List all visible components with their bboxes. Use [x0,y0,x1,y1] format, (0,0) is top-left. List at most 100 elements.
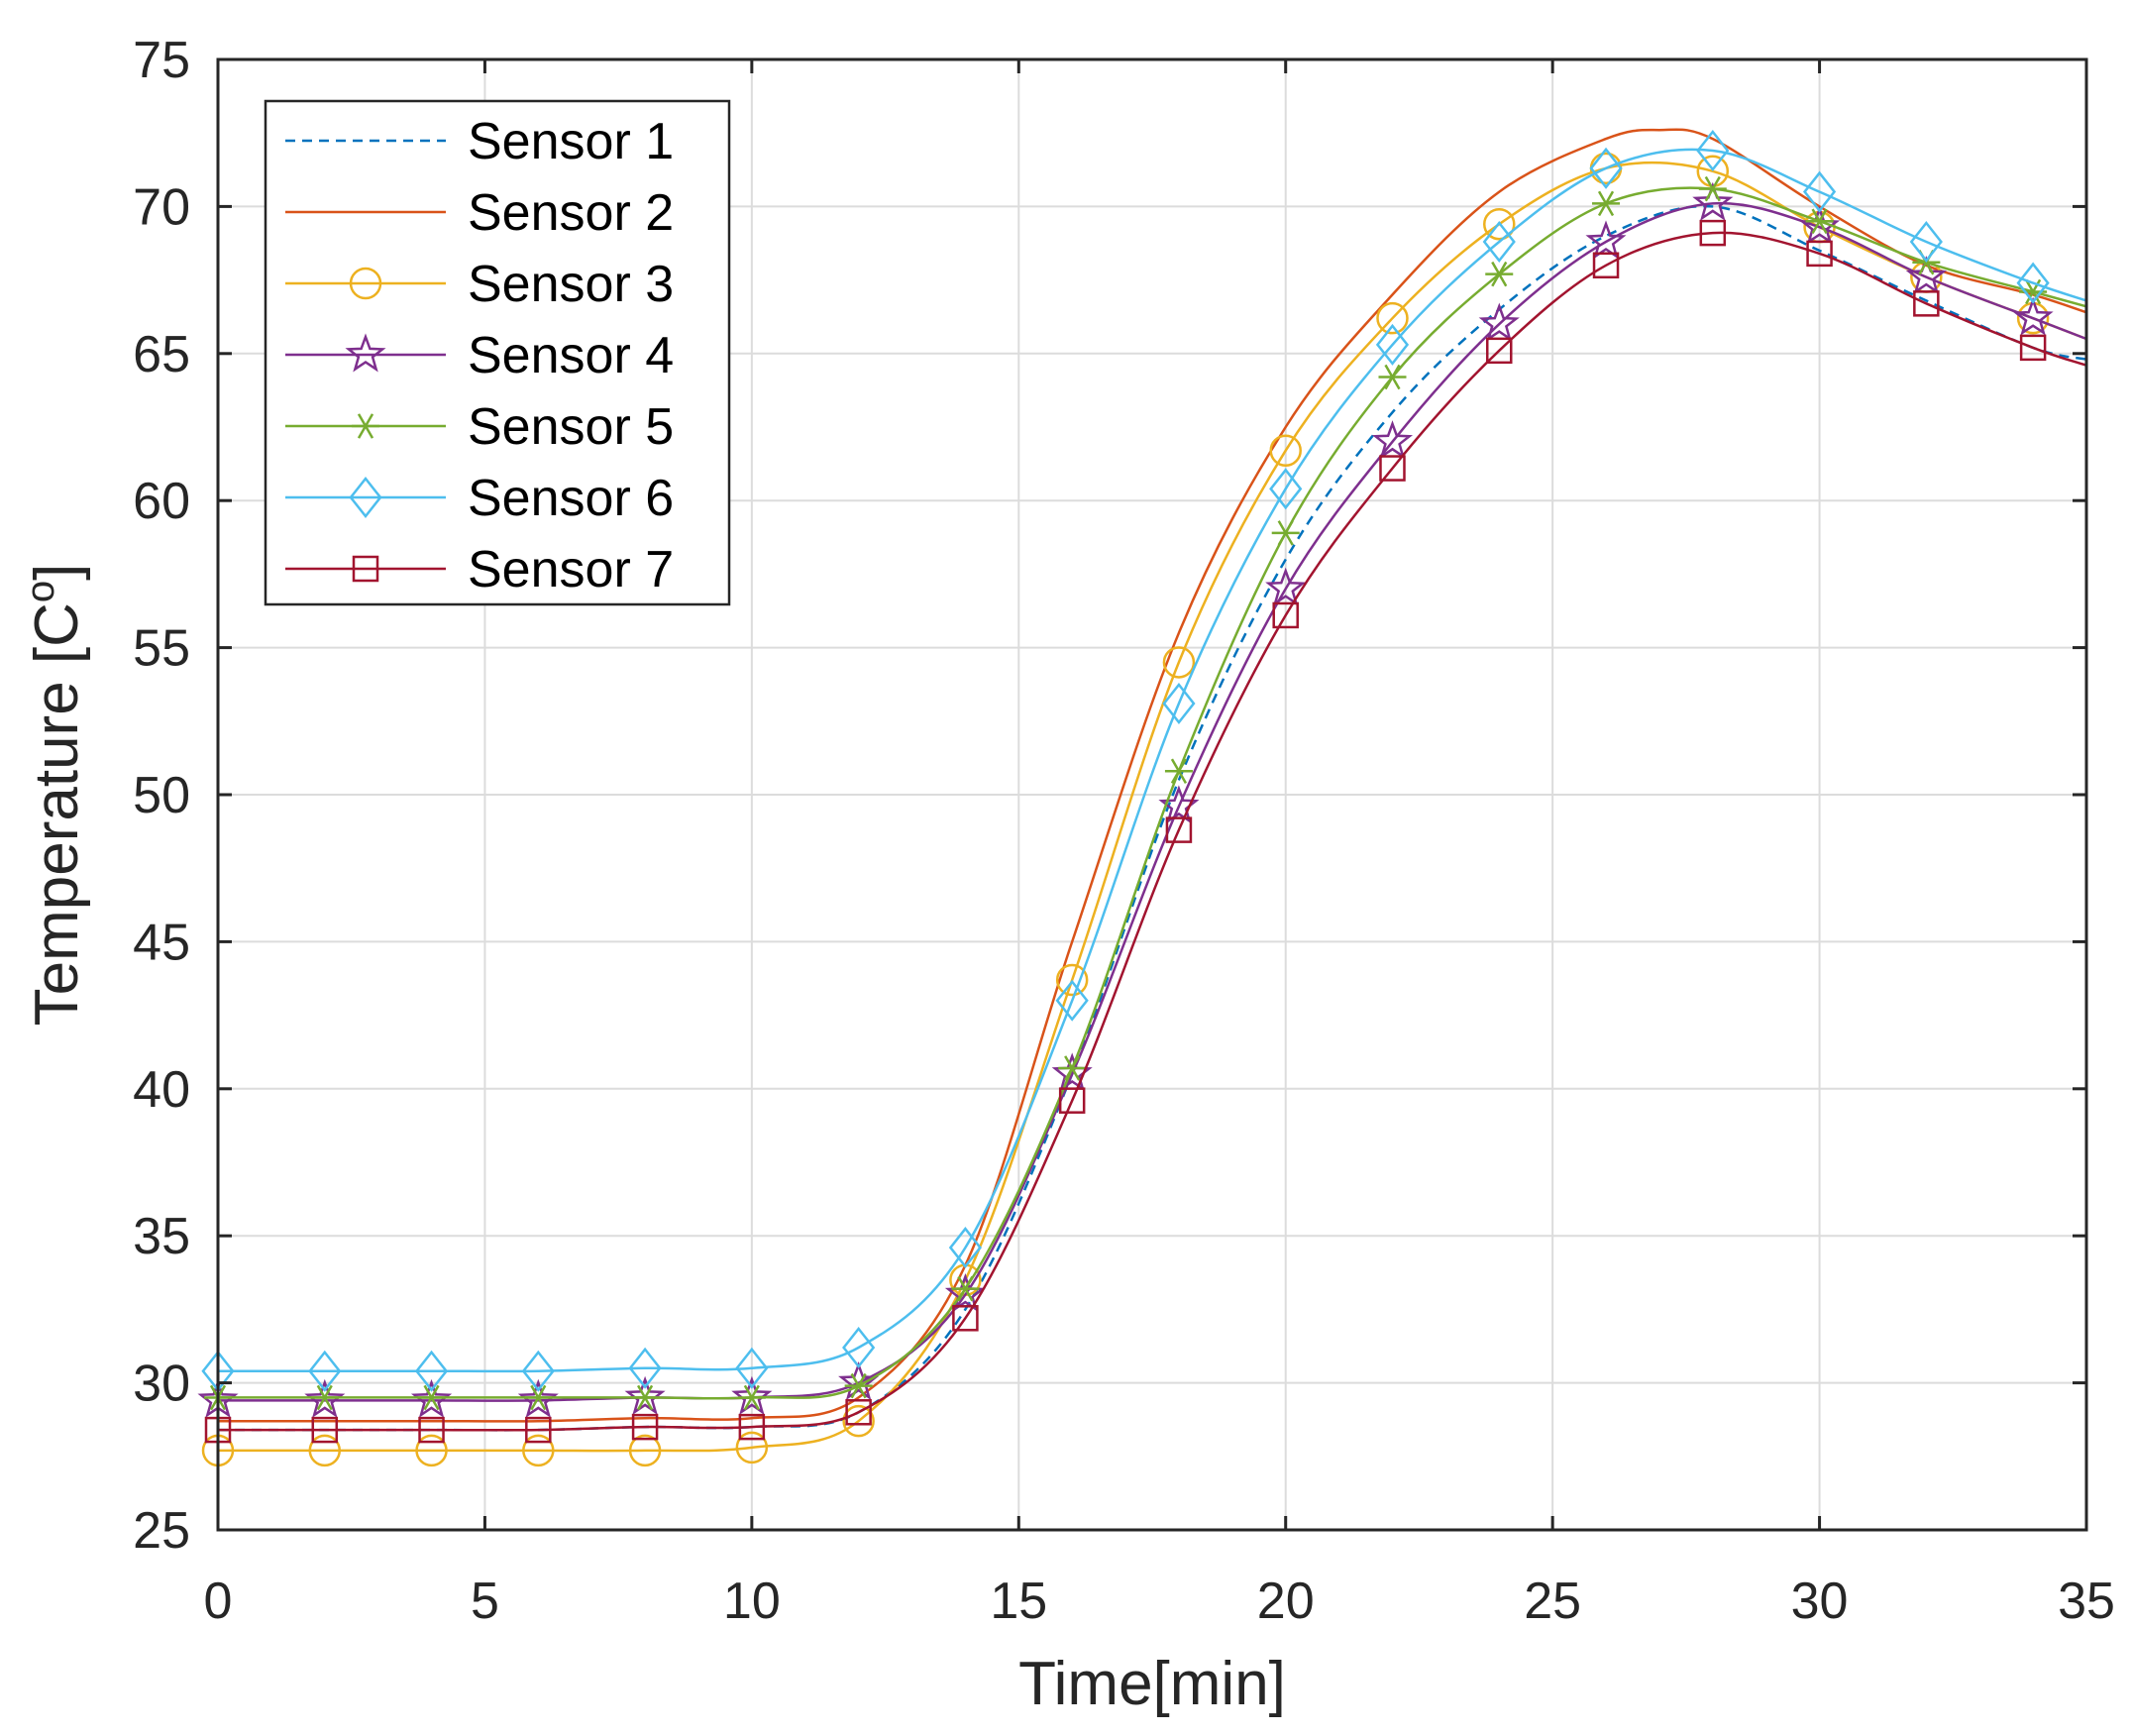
series-6-marker [2016,262,2050,304]
series-6-marker [1909,220,1943,264]
y-axis-label: Temperature [Co] [19,564,91,1027]
series-4-marker [838,1360,880,1401]
legend-entry-7: Sensor 7 [285,541,674,598]
y-axis-label-close: ] [23,564,91,581]
series-7 [204,219,2087,1444]
legend-marker [349,267,382,300]
series-6-marker [521,1350,555,1392]
series-5-marker [417,1384,446,1411]
legend-entry-5: Sensor 5 [285,398,674,456]
series-6-marker [735,1347,769,1389]
legend-marker [352,555,379,583]
series-4-marker [410,1378,453,1418]
legend-label: Sensor 5 [468,398,674,456]
series-2 [218,128,2087,1423]
series-5-marker [1058,1055,1087,1081]
series-4-marker [731,1375,773,1415]
y-axis-label-main: Temperature [C [23,602,91,1026]
series-4-marker [2012,296,2054,336]
series-2-line [218,128,2087,1423]
series-6-marker [414,1350,449,1392]
x-tick-label: 5 [471,1573,499,1630]
series-4-marker [624,1375,666,1415]
series-3-marker [1162,646,1196,679]
series-3-marker [1269,434,1302,467]
series-5-marker [1698,175,1727,202]
series-3-marker [522,1434,555,1467]
legend-entry-3: Sensor 3 [285,256,674,313]
series-5-marker [1805,208,1834,234]
series-6-marker [308,1350,342,1392]
series-7-marker [2019,334,2047,362]
legend-label: Sensor 6 [468,470,674,527]
series-7-marker [1165,816,1193,843]
y-tick-label: 75 [133,32,190,89]
series-6-marker [1269,468,1303,510]
legend-marker [345,333,386,373]
legend-entry-1: Sensor 1 [285,113,674,170]
legend-label: Sensor 4 [468,327,674,384]
series-7-line [218,231,2087,1432]
series-4-marker [1371,420,1414,460]
y-tick-label: 30 [133,1356,190,1413]
x-tick-label: 25 [1524,1573,1581,1630]
legend: Sensor 1 Sensor 2 Sensor 3 Sensor 4 Sensor 5… [264,99,731,606]
y-tick-label: 70 [133,178,190,236]
y-tick-label: 50 [133,767,190,824]
series-7-marker [845,1399,872,1426]
series-4-marker [1265,567,1307,606]
series-6-marker [1055,979,1089,1022]
series-6-marker [948,1227,982,1269]
series-6-marker [1802,170,1837,213]
series-3-marker [308,1434,342,1467]
series-6-marker [1696,129,1730,172]
series-7-marker [952,1305,979,1332]
series-4-marker [517,1378,559,1418]
series-6-marker [1589,147,1623,189]
legend-label: Sensor 2 [468,184,674,242]
series-4-marker [1585,220,1627,260]
y-tick-label: 65 [133,326,190,383]
y-tick-label: 25 [133,1502,190,1560]
series-3-line [218,161,2087,1453]
legend-label: Sensor 1 [468,113,674,170]
series-3-marker [628,1434,662,1467]
series-5-marker [1592,190,1621,217]
legend-entry-2: Sensor 2 [285,184,674,242]
series-5-marker [1378,364,1407,390]
series-3-marker [842,1404,875,1438]
series-6-marker [1375,323,1410,366]
series-5-marker [844,1372,873,1399]
y-axis-label-superscript: o [19,581,62,602]
series-7-marker [1913,290,1940,317]
series-5-marker [1485,261,1514,287]
series-7-marker [311,1416,339,1444]
series-7-marker [1806,240,1833,268]
series-7-marker [1272,601,1299,629]
series-3-marker [1483,207,1516,241]
series-6-marker [842,1326,876,1369]
series-7-marker [525,1416,552,1444]
x-axis-label: Time[min] [1018,1650,1286,1718]
series-7-marker [1486,337,1513,365]
series-4-marker [1692,181,1734,221]
y-tick-label: 40 [133,1061,190,1119]
y-tick-label: 55 [133,620,190,678]
series-3-marker [735,1431,769,1465]
series-4-marker [1478,302,1520,342]
series-3-marker [415,1434,448,1467]
series-5-marker [1271,520,1300,546]
legend-label: Sensor 7 [468,541,674,598]
series-4-marker [1905,256,1947,295]
y-tick-label: 60 [133,473,190,530]
series-5-marker [951,1275,980,1302]
series-7-marker [1699,219,1727,247]
series-5-marker [524,1384,553,1411]
y-tick-label: 35 [133,1208,190,1265]
series-5-marker [310,1384,339,1411]
series-7-marker [1592,252,1620,279]
series-3-marker [1376,301,1409,335]
y-axis-ticks: 25 30 35 40 45 50 55 60 65 70 75 [133,32,2086,1560]
series-layer [197,128,2087,1467]
